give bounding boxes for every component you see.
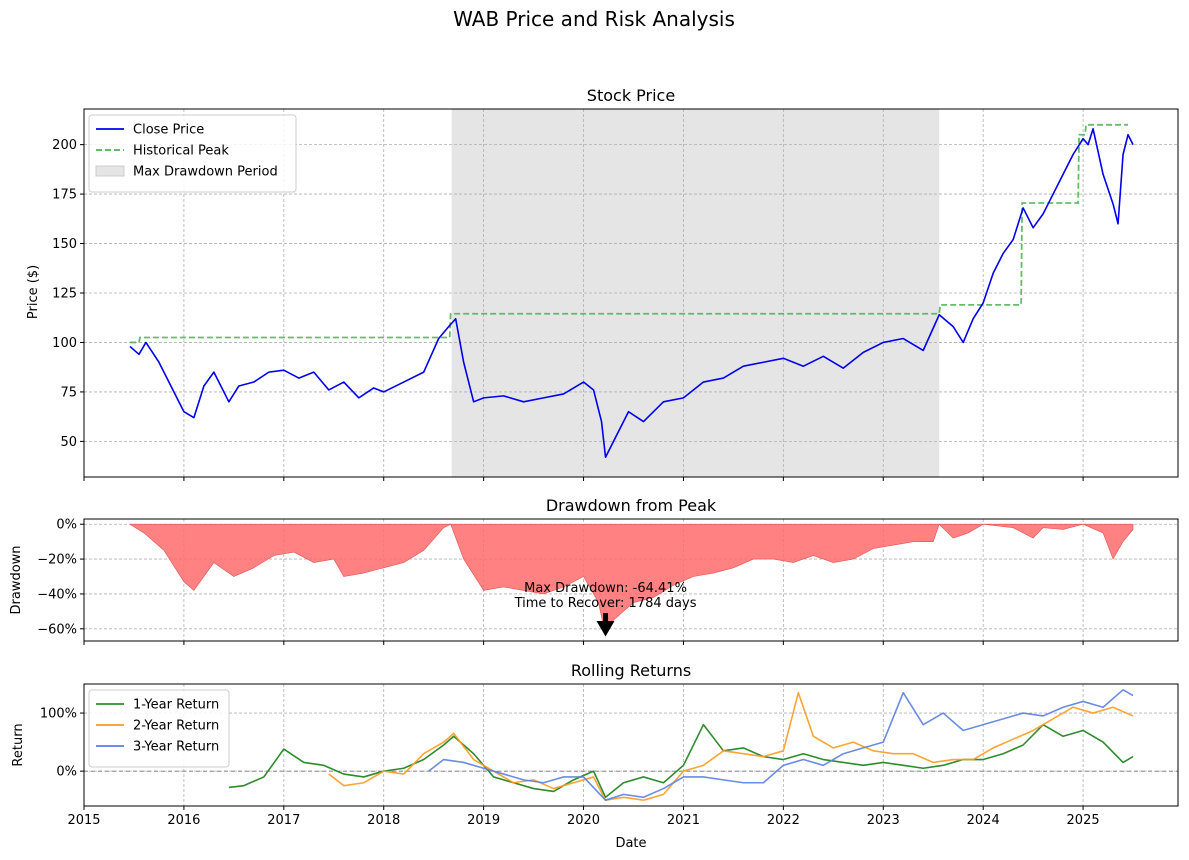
- x-tick-label: 2021: [667, 813, 700, 828]
- price-panel: Stock Price Price ($) 50 75 100 125 150 175 20…: [26, 86, 1179, 481]
- legend-label: Historical Peak: [133, 144, 229, 159]
- legend-box: [88, 689, 230, 768]
- axes-frame: [83, 683, 1179, 807]
- plot-area: [128, 523, 1134, 637]
- close-price-line: [129, 127, 1134, 459]
- y-tick-label: 150: [52, 237, 77, 252]
- y-tick-label: 75: [60, 385, 77, 400]
- x-tick-label: 2019: [467, 813, 500, 828]
- y-tick-label: 50: [60, 435, 77, 450]
- historical-peak-line: [129, 123, 1129, 344]
- y-tick-label: −40%: [37, 587, 77, 602]
- x-tick-label: 2025: [1067, 813, 1100, 828]
- price-panel-title: Stock Price: [587, 86, 675, 105]
- x-tick-label: 2023: [867, 813, 900, 828]
- legend-swatch-max-drawdown-period: [95, 165, 125, 177]
- figure-title: WAB Price and Risk Analysis: [453, 7, 735, 31]
- y-tick-label: 200: [52, 138, 77, 153]
- legend-label: 1-Year Return: [133, 698, 219, 713]
- legend-label: Close Price: [133, 123, 204, 138]
- y-tick-label: 0%: [56, 765, 77, 780]
- legend-box: [88, 114, 297, 193]
- x-tick-label: 2015: [67, 813, 100, 828]
- y-tick-label: 175: [52, 188, 77, 203]
- one-year-return-line: [228, 723, 1134, 799]
- returns-panel: Rolling Returns Return Date 2015 2016 2017…: [11, 661, 1179, 851]
- y-tick-label: 100: [52, 336, 77, 351]
- y-tick-label: 100%: [40, 707, 77, 722]
- price-y-axis-label: Price ($): [26, 265, 41, 319]
- plot-area: [84, 689, 1178, 801]
- legend-label: 2-Year Return: [133, 719, 219, 734]
- annotation-arrow-head: [596, 621, 615, 637]
- three-year-return-line: [428, 689, 1134, 801]
- returns-y-axis-label: Return: [11, 723, 26, 766]
- x-tick-label: 2024: [967, 813, 1000, 828]
- drawdown-area: [128, 523, 1134, 637]
- x-tick-label: 2017: [267, 813, 300, 828]
- returns-panel-title: Rolling Returns: [571, 661, 691, 680]
- drawdown-y-axis-label: Drawdown: [9, 545, 24, 614]
- drawdown-panel-title: Drawdown from Peak: [546, 496, 717, 515]
- y-tick-label: −60%: [37, 622, 77, 637]
- axes-frame: [83, 518, 1179, 642]
- x-axis-label: Date: [615, 836, 646, 851]
- annotation-text: Time to Recover: 1784 days: [514, 596, 697, 611]
- legend-label: Max Drawdown Period: [133, 165, 278, 180]
- legend: 1-Year Return 2-Year Return 3-Year Return: [88, 689, 230, 768]
- y-tick-label: −20%: [37, 553, 77, 568]
- y-tick-label: 0%: [56, 518, 77, 533]
- x-tick-label: 2022: [767, 813, 800, 828]
- two-year-return-line: [328, 691, 1134, 801]
- x-tick-label: 2020: [567, 813, 600, 828]
- annotation-text: Max Drawdown: -64.41%: [524, 581, 687, 596]
- axes-frame: [83, 108, 1179, 478]
- y-tick-label: 125: [52, 287, 77, 302]
- x-tick-label: 2018: [367, 813, 400, 828]
- grid: [83, 684, 1178, 806]
- drawdown-panel: Drawdown from Peak Drawdown 0% −20% −40% −6…: [9, 496, 1179, 645]
- legend-label: 3-Year Return: [133, 740, 219, 755]
- x-tick-label: 2016: [167, 813, 200, 828]
- legend: Close Price Historical Peak Max Drawdown P…: [88, 114, 297, 193]
- plot-area: [129, 123, 1134, 459]
